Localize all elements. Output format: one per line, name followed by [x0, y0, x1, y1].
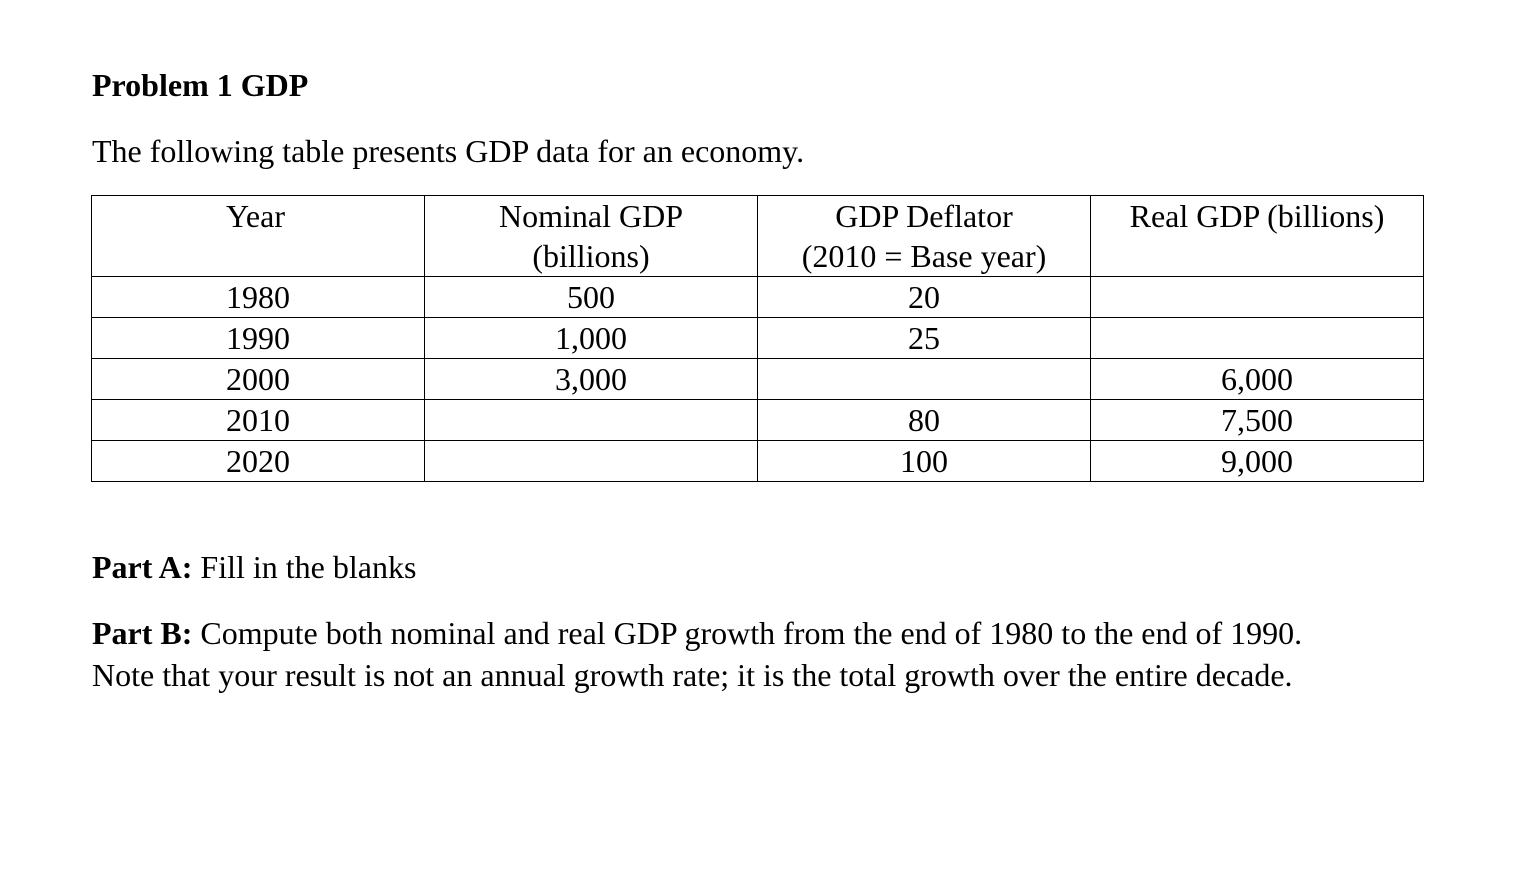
part-b-text-line1: Compute both nominal and real GDP growth… — [192, 615, 1303, 651]
cell-gdp-deflator — [757, 358, 1091, 400]
cell-year: 1980 — [91, 276, 425, 318]
header-year: Year — [91, 195, 425, 277]
cell-nominal-gdp: 500 — [424, 276, 758, 318]
table-row: 1980 500 20 — [91, 276, 1424, 318]
cell-gdp-deflator: 100 — [757, 440, 1091, 482]
part-a: Part A: Fill in the blanks — [92, 546, 416, 588]
intro-text: The following table presents GDP data fo… — [92, 133, 805, 169]
cell-nominal-gdp: 1,000 — [424, 317, 758, 359]
cell-nominal-gdp — [424, 440, 758, 482]
cell-real-gdp — [1090, 317, 1424, 359]
header-deflator-line1: GDP Deflator — [835, 198, 1013, 234]
cell-real-gdp: 7,500 — [1090, 399, 1424, 441]
cell-real-gdp: 9,000 — [1090, 440, 1424, 482]
part-b: Part B: Compute both nominal and real GD… — [92, 612, 1302, 696]
cell-year: 2020 — [91, 440, 425, 482]
cell-gdp-deflator: 80 — [757, 399, 1091, 441]
table-row: 2000 3,000 6,000 — [91, 358, 1424, 400]
header-year-label: Year — [226, 198, 285, 234]
header-deflator-line2: (2010 = Base year) — [801, 238, 1047, 274]
header-nominal-gdp: Nominal GDP (billions) — [424, 195, 758, 277]
part-b-text-line2: Note that your result is not an annual g… — [92, 657, 1293, 693]
cell-year: 1990 — [91, 317, 425, 359]
cell-nominal-gdp: 3,000 — [424, 358, 758, 400]
cell-year: 2000 — [91, 358, 425, 400]
problem-title: Problem 1 GDP — [92, 67, 309, 103]
header-real-gdp: Real GDP (billions) — [1090, 195, 1424, 277]
cell-nominal-gdp — [424, 399, 758, 441]
table-row: 1990 1,000 25 — [91, 317, 1424, 359]
cell-real-gdp — [1090, 276, 1424, 318]
table-header-row: Year Nominal GDP (billions) GDP Deflator… — [91, 195, 1424, 277]
table-row: 2020 100 9,000 — [91, 440, 1424, 482]
cell-real-gdp: 6,000 — [1090, 358, 1424, 400]
cell-gdp-deflator: 20 — [757, 276, 1091, 318]
header-real-label: Real GDP (billions) — [1129, 198, 1385, 234]
header-nominal-line1: Nominal GDP — [499, 198, 683, 234]
part-a-label: Part A: — [92, 549, 193, 585]
cell-gdp-deflator: 25 — [757, 317, 1091, 359]
header-nominal-line2: (billions) — [532, 238, 650, 274]
part-b-label: Part B: — [92, 615, 193, 651]
cell-year: 2010 — [91, 399, 425, 441]
header-gdp-deflator: GDP Deflator (2010 = Base year) — [757, 195, 1091, 277]
table-row: 2010 80 7,500 — [91, 399, 1424, 441]
gdp-table: Year Nominal GDP (billions) GDP Deflator… — [91, 195, 1424, 482]
part-a-text: Fill in the blanks — [192, 549, 417, 585]
